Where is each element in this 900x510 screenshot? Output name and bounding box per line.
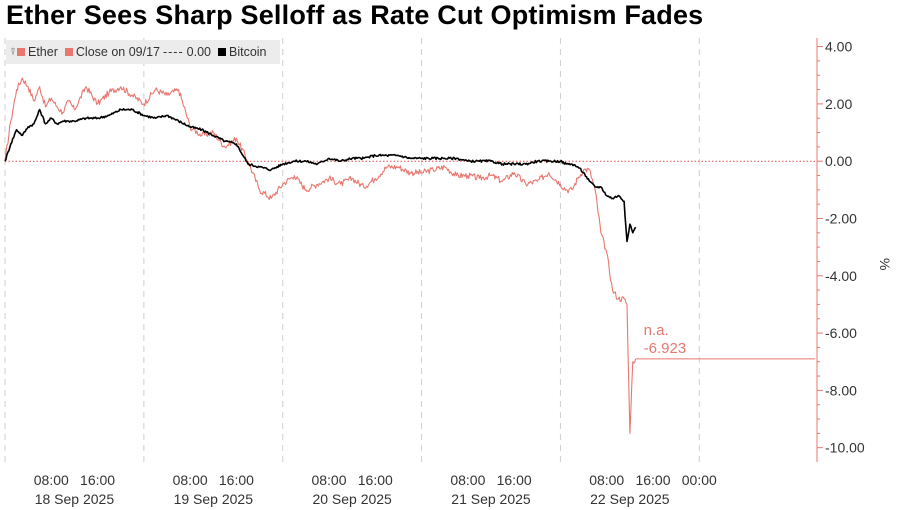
y-tick-label: -8.00 xyxy=(825,382,857,398)
y-tick-label: -10.00 xyxy=(825,440,865,456)
x-day-label: 19 Sep 2025 xyxy=(174,491,254,507)
last-value-na: n.a. xyxy=(644,322,669,339)
y-tick-label: 4.00 xyxy=(825,39,852,55)
x-time-label: 08:00 xyxy=(173,472,208,488)
legend-close-dash: ---- xyxy=(162,45,184,59)
chart-title: Ether Sees Sharp Selloff as Rate Cut Opt… xyxy=(6,0,704,30)
last-value-number: -6.923 xyxy=(644,340,687,357)
pin-icon: ⍒ xyxy=(10,46,16,58)
ether-swatch xyxy=(17,48,25,56)
legend-item-ether[interactable]: ⍒ Ether xyxy=(10,45,58,59)
x-time-label: 16:00 xyxy=(80,472,115,488)
y-axis: 4.00 2.00 0.00 -2.00 -4.00 -6.00 -8.00 -10.00% xyxy=(816,38,893,462)
bitcoin-swatch xyxy=(217,48,226,56)
last-value-annotation: n.a.-6.923 xyxy=(635,322,815,360)
grid-layer xyxy=(4,38,815,462)
x-time-label: 16:00 xyxy=(219,472,254,488)
x-time-label: 08:00 xyxy=(34,472,69,488)
y-axis-label: % xyxy=(877,258,893,270)
legend-ether-label: Ether xyxy=(28,45,58,59)
plot-layer xyxy=(4,77,637,434)
legend-close-value: 0.00 xyxy=(186,45,211,59)
legend-item-bitcoin[interactable]: Bitcoin xyxy=(217,45,267,59)
x-time-label: 08:00 xyxy=(589,472,624,488)
x-time-label: 16:00 xyxy=(358,472,393,488)
legend-close-label: Close on 09/17 xyxy=(75,45,160,59)
y-tick-label: -6.00 xyxy=(825,325,857,341)
x-time-label: 16:00 xyxy=(635,472,670,488)
x-day-label: 20 Sep 2025 xyxy=(312,491,392,507)
x-time-label: 08:00 xyxy=(450,472,485,488)
y-tick-label: -4.00 xyxy=(825,268,857,284)
legend-item-close[interactable]: Close on 09/17 ---- 0.00 xyxy=(64,45,211,59)
y-tick-label: -2.00 xyxy=(825,210,857,226)
series-line-ether xyxy=(4,77,637,434)
x-time-label: 16:00 xyxy=(497,472,532,488)
x-day-label: 22 Sep 2025 xyxy=(590,491,670,507)
close-swatch xyxy=(64,48,73,56)
x-time-label: 08:00 xyxy=(311,472,346,488)
legend: ⍒ Ether Close on 09/17 ---- 0.00 Bitcoin xyxy=(6,40,280,64)
x-axis: 08:00 16:00 08:00 16:00 08:00 16:00 08:00 16:00… xyxy=(34,472,717,507)
x-day-label: 21 Sep 2025 xyxy=(451,491,531,507)
x-time-label: 00:00 xyxy=(682,472,717,488)
y-tick-label: 0.00 xyxy=(825,153,852,169)
series-line-bitcoin xyxy=(4,108,637,243)
legend-bitcoin-label: Bitcoin xyxy=(228,45,267,59)
x-day-label: 18 Sep 2025 xyxy=(35,491,115,507)
y-tick-label: 2.00 xyxy=(825,96,852,112)
